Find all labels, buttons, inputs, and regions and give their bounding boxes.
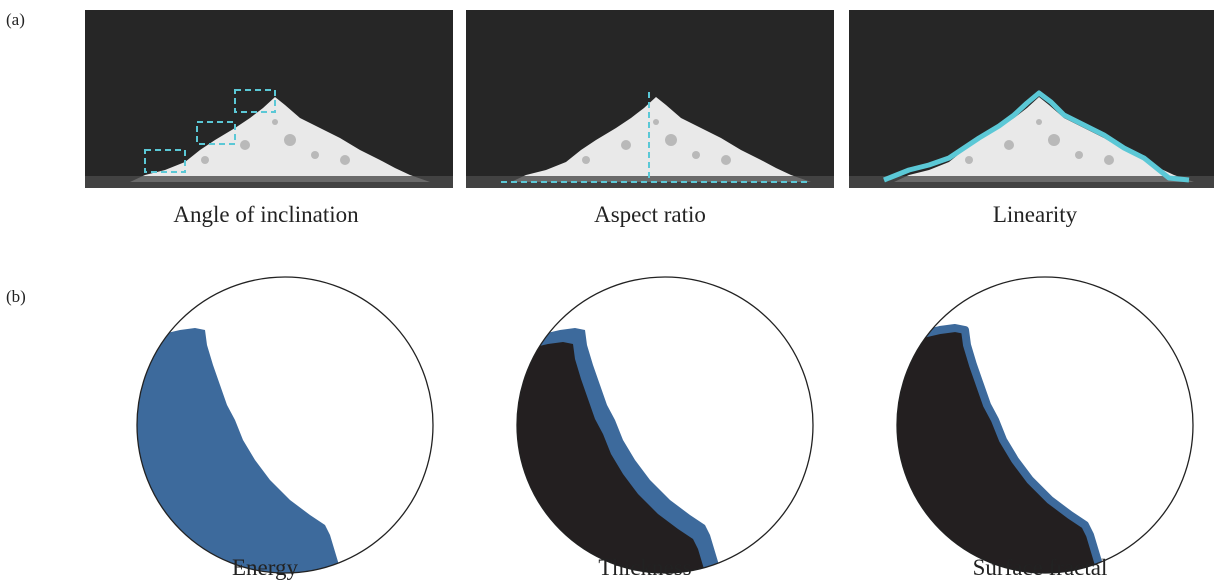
caption: Aspect ratio: [594, 202, 706, 227]
pile-image: [466, 10, 834, 188]
circle-diagram: [453, 277, 813, 583]
pile-image: [85, 10, 453, 188]
caption: Energy: [232, 555, 299, 580]
caption: Surface fractal: [973, 555, 1108, 580]
panel-label: (a): [6, 10, 25, 29]
circle-diagram: [845, 277, 1193, 583]
circle-diagram: [85, 277, 433, 583]
caption: Linearity: [993, 202, 1078, 227]
caption: Angle of inclination: [173, 202, 359, 227]
panel-label: (b): [6, 287, 26, 306]
figure: (a) (b) Angle of inclination Aspect rati…: [0, 0, 1214, 583]
pile-image: [849, 10, 1214, 188]
caption: Thickness: [598, 555, 691, 580]
